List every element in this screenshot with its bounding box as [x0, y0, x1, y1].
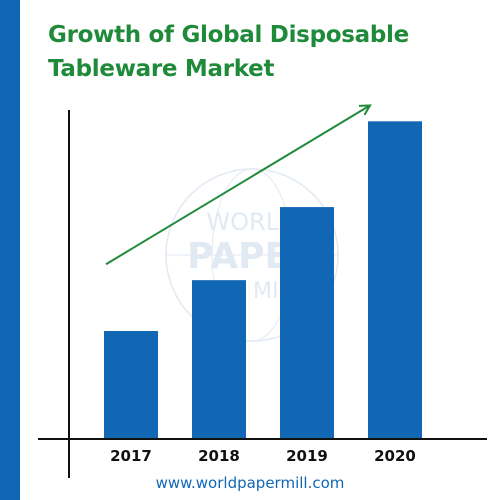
website-footer: www.worldpapermill.com [155, 474, 345, 492]
x-tick-label-2020: 2020 [374, 447, 416, 465]
chart-title-line-1: Growth of Global Disposable [48, 22, 409, 48]
trend-arrow-head [358, 104, 372, 116]
chart-title: Growth of Global Disposable Tableware Ma… [48, 18, 488, 86]
bar-2018 [192, 280, 246, 439]
trend-arrow [105, 104, 372, 266]
bar-2019 [280, 207, 334, 439]
trend-arrow-line [105, 104, 371, 266]
left-accent-stripe [0, 0, 20, 500]
bar-series [104, 121, 422, 439]
bar-2020 [368, 121, 422, 439]
x-tick-label-2018: 2018 [198, 447, 240, 465]
chart-title-line-2: Tableware Market [48, 56, 275, 82]
bar-2017 [104, 330, 158, 439]
x-tick-label-2017: 2017 [110, 447, 152, 465]
x-tick-label-2019: 2019 [286, 447, 328, 465]
x-tick-labels: 2017 2018 2019 2020 [110, 447, 416, 465]
